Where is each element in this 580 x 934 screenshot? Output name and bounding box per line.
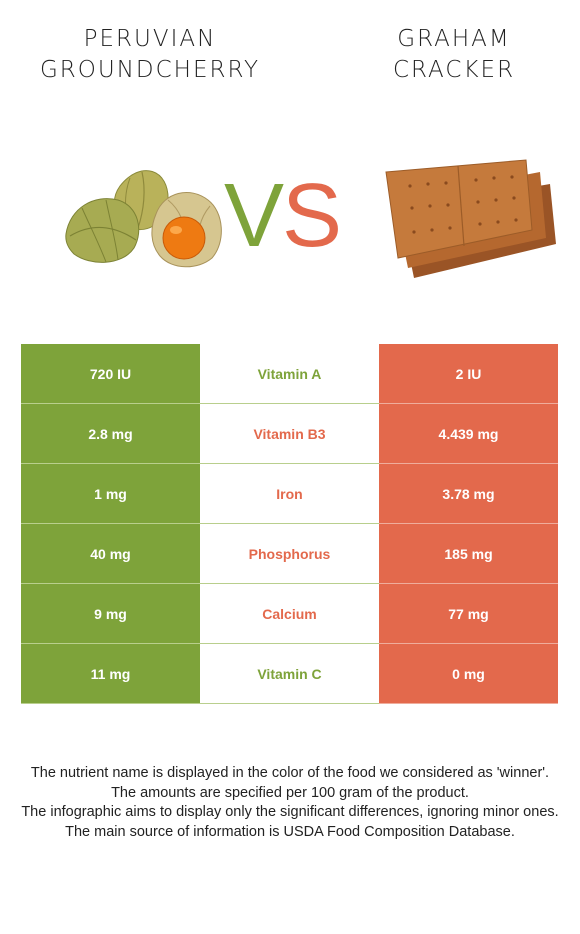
right-value-cell: 0 mg xyxy=(379,644,558,704)
footnote-line: The nutrient name is displayed in the co… xyxy=(30,765,550,781)
nutrient-name-cell: Vitamin A xyxy=(200,344,379,404)
table-row: 1 mg Iron 3.78 mg xyxy=(21,464,558,524)
left-food-title-line-2: GROUNDCHERRY xyxy=(39,57,261,83)
footnote-line: The amounts are specified per 100 gram o… xyxy=(111,784,469,801)
right-food-title: GRAHAM CRACKER xyxy=(340,24,568,86)
nutrient-comparison-table: 720 IU Vitamin A 2 IU 2.8 mg Vitamin B3 … xyxy=(21,344,558,704)
footnote-line: The infographic aims to display only the… xyxy=(21,804,559,820)
right-food-title-line-1: GRAHAM xyxy=(397,26,511,52)
left-value-cell: 9 mg xyxy=(21,584,200,644)
right-value-cell: 185 mg xyxy=(379,524,558,584)
right-value-cell: 2 IU xyxy=(379,344,558,404)
left-value-cell: 2.8 mg xyxy=(21,404,200,464)
table-row: 2.8 mg Vitamin B3 4.439 mg xyxy=(21,404,558,464)
right-value-cell: 77 mg xyxy=(379,584,558,644)
nutrient-name-cell: Iron xyxy=(200,464,379,524)
left-value-cell: 40 mg xyxy=(21,524,200,584)
nutrient-name-cell: Calcium xyxy=(200,584,379,644)
table-row: 9 mg Calcium 77 mg xyxy=(21,584,558,644)
left-value-cell: 1 mg xyxy=(21,464,200,524)
left-value-cell: 720 IU xyxy=(21,344,200,404)
right-value-cell: 3.78 mg xyxy=(379,464,558,524)
vs-letter-s: S xyxy=(282,166,342,266)
groundcherry-image xyxy=(65,170,222,268)
nutrient-name-cell: Vitamin B3 xyxy=(200,404,379,464)
nutrient-name-cell: Phosphorus xyxy=(200,524,379,584)
nutrient-name-cell: Vitamin C xyxy=(200,644,379,704)
table-row: 720 IU Vitamin A 2 IU xyxy=(21,344,558,404)
footnote: The nutrient name is displayed in the co… xyxy=(20,764,560,842)
vs-letter-v: V xyxy=(224,166,284,266)
vs-label: VS xyxy=(224,166,342,266)
left-food-title-line-1: PERUVIAN xyxy=(83,26,217,52)
table-row: 11 mg Vitamin C 0 mg xyxy=(21,644,558,704)
footnote-line: The main source of information is USDA F… xyxy=(65,823,515,840)
left-food-title: PERUVIAN GROUNDCHERRY xyxy=(20,24,280,86)
left-value-cell: 11 mg xyxy=(21,644,200,704)
table-row: 40 mg Phosphorus 185 mg xyxy=(21,524,558,584)
graham-cracker-image xyxy=(385,159,556,278)
right-food-title-line-2: CRACKER xyxy=(392,57,516,83)
right-value-cell: 4.439 mg xyxy=(379,404,558,464)
